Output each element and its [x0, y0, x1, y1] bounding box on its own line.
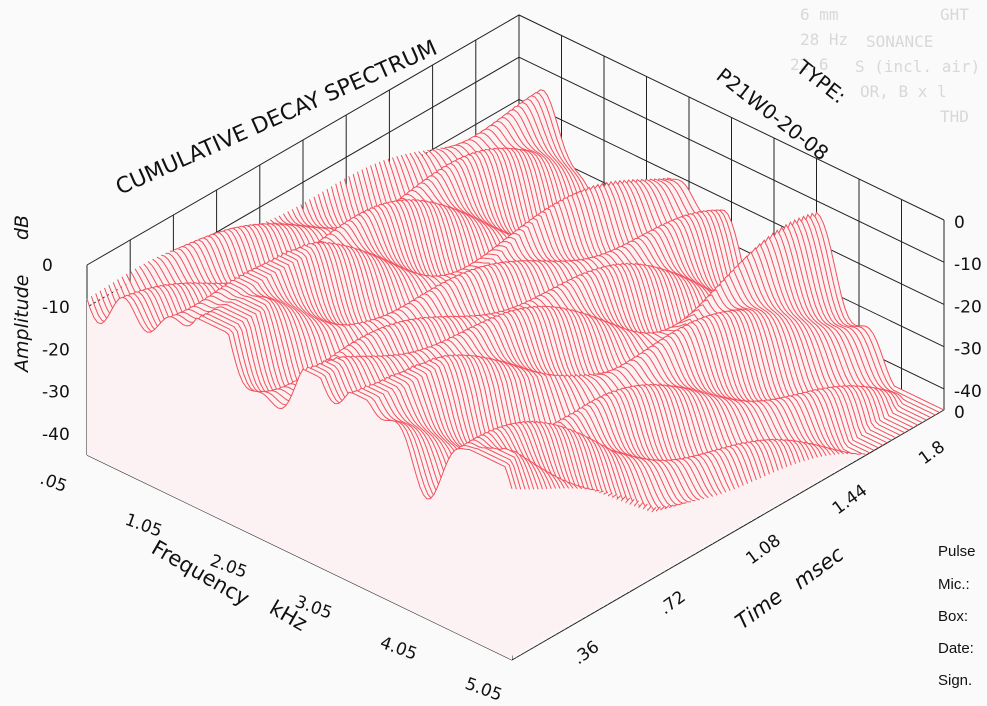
side-label-pulse: Pulse: [938, 543, 976, 560]
side-label-box: Box:: [938, 608, 969, 625]
decay-trace: [483, 116, 910, 431]
sheet-text: GHT: [940, 5, 969, 24]
decay-trace: [505, 98, 932, 419]
side-label-mic: Mic.:: [938, 576, 970, 593]
time-tick-label: 1.08: [742, 531, 784, 569]
amplitude-tick-label-right: -30: [954, 340, 982, 360]
decay-trace: [257, 223, 683, 506]
amplitude-tick-label-right: 0: [954, 213, 965, 233]
frequency-tick-label: 4.05: [377, 633, 419, 665]
decay-trace: [252, 223, 679, 507]
decay-trace: [265, 221, 691, 503]
decay-trace: [435, 148, 862, 456]
amplitude-tick-label-left: -10: [42, 298, 70, 318]
time-axis-label: Time: [731, 584, 787, 634]
amplitude-tick-label-left: -30: [42, 383, 70, 403]
frequency-tick-label: .05: [37, 469, 69, 497]
amplitude-tick-label-right: -40: [954, 382, 982, 402]
tick-labels: .051.052.053.054.055.05.36.721.081.441.8…: [37, 213, 981, 706]
time-tick-label: .36: [570, 637, 604, 669]
decay-trace: [501, 101, 927, 421]
decay-trace: [278, 215, 705, 500]
amplitude-tick-label-right: 0: [954, 403, 965, 423]
sheet-text: 22,6: [790, 55, 829, 74]
grid-line: [86, 56, 945, 308]
decay-trace: [274, 217, 700, 501]
decay-trace: [470, 128, 897, 439]
amplitude-unit-label: dB: [11, 215, 33, 240]
sheet-text: S (incl. air): [855, 57, 981, 76]
amplitude-tick-label-left: 0: [42, 256, 53, 276]
decay-trace: [269, 219, 696, 502]
decay-trace: [440, 147, 866, 455]
type-label: TYPE:: [791, 54, 851, 108]
decay-trace: [466, 132, 892, 441]
sheet-text: SONANCE: [866, 32, 934, 51]
sheet-text: 6 mm: [800, 5, 839, 24]
decay-trace: [261, 222, 687, 504]
decay-trace: [453, 142, 879, 449]
amplitude-axis-label: Amplitude: [11, 275, 33, 374]
decay-trace: [462, 135, 888, 444]
time-tick-label: 1.8: [915, 437, 949, 469]
time-unit-label: msec: [789, 542, 849, 595]
decay-trace: [248, 223, 674, 509]
time-tick-label: 1.44: [829, 481, 871, 519]
decay-trace: [479, 120, 905, 434]
frequency-tick-label: 5.05: [462, 674, 504, 706]
sheet-text: THD: [940, 107, 969, 126]
decay-trace: [492, 109, 919, 426]
decay-trace: [488, 113, 914, 429]
decay-trace: [449, 144, 875, 451]
amplitude-tick-label-right: -20: [954, 297, 982, 317]
sheet-text: 28 Hz: [800, 30, 849, 49]
amplitude-tick-label-left: -20: [42, 340, 70, 360]
grid-line: [86, 14, 945, 266]
side-label-date: Date:: [938, 640, 974, 657]
decay-trace: [444, 146, 871, 454]
side-label-sign: Sign.: [938, 672, 973, 689]
sheet-text: OR, B x l: [860, 82, 947, 101]
decay-trace: [496, 105, 923, 424]
axis-line: [511, 409, 945, 661]
frequency-tick-label: 1.05: [122, 510, 164, 542]
decay-trace: [475, 124, 901, 436]
decay-trace: [431, 148, 857, 455]
amplitude-tick-label-left: -40: [42, 425, 70, 445]
trace-fill: [87, 297, 512, 660]
decay-trace: [86, 296, 513, 500]
decay-trace: [457, 139, 884, 446]
decay-traces: [86, 89, 945, 660]
time-tick-label: .72: [656, 587, 690, 619]
amplitude-tick-label-right: -10: [954, 255, 982, 275]
